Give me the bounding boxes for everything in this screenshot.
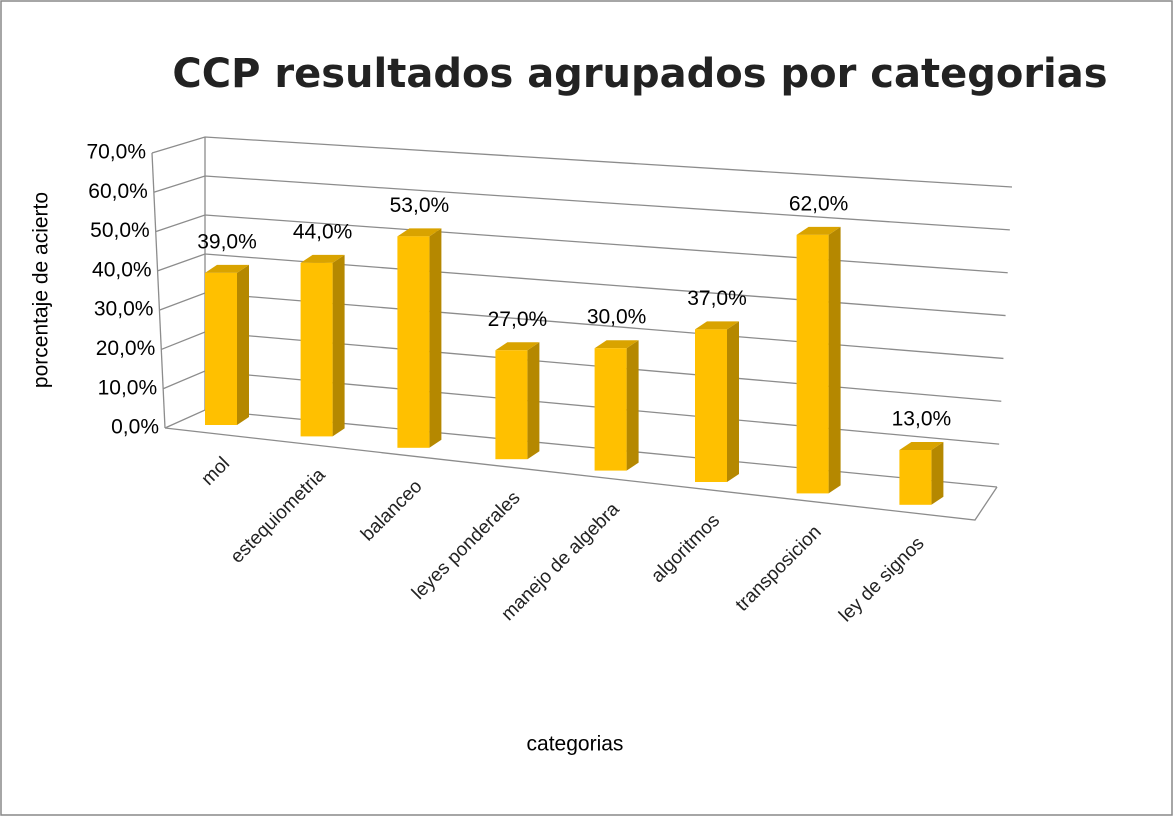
bar — [899, 450, 932, 505]
bar-group — [796, 226, 841, 494]
bar-top — [695, 321, 739, 330]
y-tick-label: 30,0% — [94, 298, 154, 321]
bar-group — [205, 264, 249, 425]
y-tick-label: 0,0% — [111, 416, 159, 439]
y-tick-label: 50,0% — [90, 219, 150, 242]
bar — [695, 329, 727, 482]
bar-top — [495, 342, 540, 351]
y-tick-label: 40,0% — [92, 258, 152, 281]
floor-edge — [164, 427, 998, 521]
bar-group — [495, 342, 540, 460]
value-label: 44,0% — [293, 220, 353, 243]
value-label: 37,0% — [687, 287, 747, 310]
value-label: 30,0% — [587, 306, 647, 329]
bar-top — [397, 228, 442, 237]
bar — [397, 236, 430, 448]
x-axis-label: categorias — [527, 733, 624, 756]
bar-side — [626, 340, 639, 471]
bar-group — [695, 321, 739, 482]
chart-title: CCP resultados agrupados por categorias — [172, 51, 1107, 97]
bar-side — [429, 228, 442, 448]
bar-side — [727, 321, 739, 482]
value-label: 39,0% — [197, 230, 257, 253]
bar-top — [300, 254, 345, 263]
value-label: 53,0% — [390, 194, 450, 217]
bar-group — [594, 340, 639, 471]
bar-group — [397, 228, 442, 448]
y-tick-label: 20,0% — [96, 337, 156, 360]
value-label: 27,0% — [488, 308, 548, 331]
wall-edge — [151, 152, 166, 429]
bar-top — [899, 442, 944, 451]
bar — [594, 348, 627, 471]
bar — [300, 262, 333, 437]
bar-side — [527, 342, 540, 460]
bar — [205, 272, 237, 425]
bar-side — [828, 226, 841, 494]
bar — [796, 234, 829, 494]
y-tick-label: 60,0% — [88, 180, 148, 203]
bar-group — [899, 442, 944, 505]
bar-top — [796, 226, 841, 235]
value-label: 62,0% — [789, 192, 849, 215]
y-tick-label: 10,0% — [98, 376, 158, 399]
y-axis-label: porcentaje de acierto — [30, 192, 53, 388]
bar-side — [332, 254, 345, 437]
bar — [495, 350, 528, 460]
bar-side — [931, 442, 944, 505]
value-label: 13,0% — [892, 408, 952, 431]
bar-side — [237, 264, 249, 425]
bar-top — [205, 264, 249, 273]
bar-group — [300, 254, 345, 437]
y-tick-label: 70,0% — [86, 141, 146, 164]
bar-top — [594, 340, 639, 349]
